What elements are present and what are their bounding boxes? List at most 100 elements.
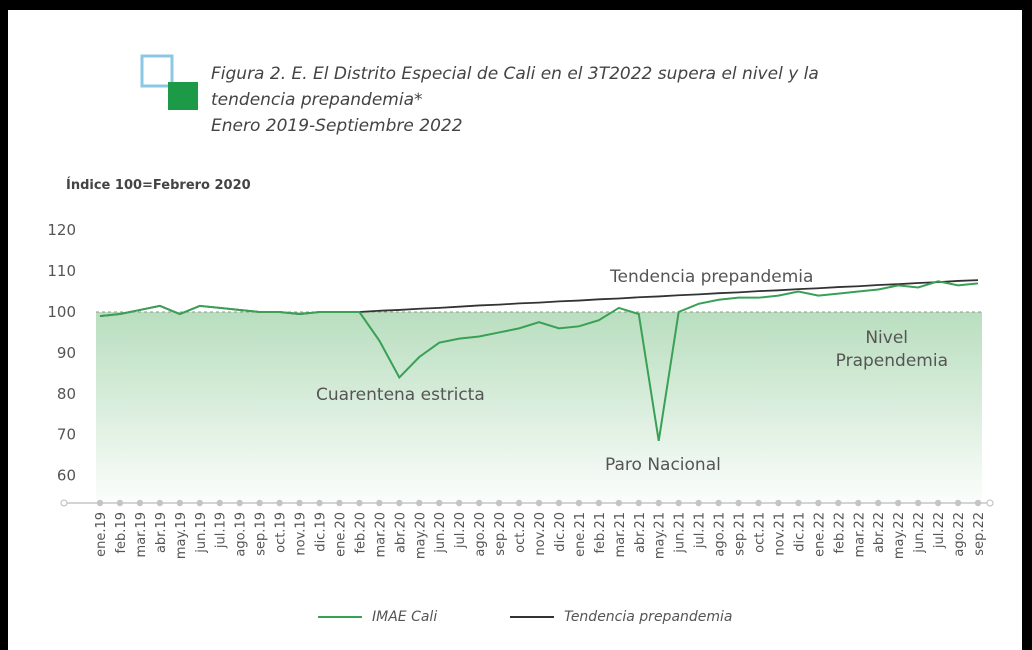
x-tick-dot [695,499,702,507]
x-tick-label: may.19 [174,512,189,559]
x-tick-label: sep.19 [254,512,269,556]
y-tick-label: 60 [57,467,76,485]
figure-subtitle: Enero 2019-Septiembre 2022 [211,116,463,136]
x-tick-label: jun.20 [433,512,448,554]
x-tick-label: ago.22 [952,512,967,557]
figure-title-line2: tendencia prepandemia* [211,90,423,110]
x-tick-label: jul.21 [693,512,708,549]
x-tick-dot [974,499,982,507]
x-tick-label: sep.22 [972,512,987,556]
x-tick-label: may.22 [892,512,907,559]
x-tick-dot [276,499,283,507]
x-tick-label: mar.20 [373,512,388,557]
legend-imae: IMAE Cali [318,609,437,625]
x-tick-label: nov.21 [772,512,787,556]
x-tick-dot [914,499,922,507]
x-tick-dot [595,499,603,507]
x-tick-dot [176,499,184,507]
index-label: Índice 100=Febrero 2020 [66,178,251,193]
x-tick-dot [635,499,642,507]
x-tick-label: ene.20 [333,512,348,557]
x-axis-end-marker [986,499,994,507]
series-line-trend [99,279,979,317]
x-tick-label: jul.20 [453,512,468,549]
legend-trend: Tendencia prepandemia [510,609,733,625]
x-tick-label: dic.20 [553,512,568,552]
x-tick-label: feb.20 [353,512,368,554]
x-tick-label: jul.19 [214,512,229,549]
x-tick-dot [715,499,722,507]
y-tick-label: 80 [57,385,76,403]
x-tick-label: sep.21 [733,512,748,556]
x-tick-dot [196,499,203,507]
x-tick-dot [256,499,263,507]
x-tick-label: jun.22 [912,512,927,554]
x-tick-label: oct.19 [274,512,289,553]
x-tick-dot [934,499,942,507]
x-tick-dot [735,499,742,507]
x-tick-dot [535,499,543,507]
legend-trend-swatch [510,616,554,618]
x-tick-dot [96,499,104,507]
x-tick-dot [236,499,243,507]
x-tick-dot [396,499,403,507]
x-tick-label: oct.20 [513,512,528,553]
x-tick-dot [835,499,842,507]
x-tick-label: dic.21 [792,512,807,552]
y-tick-label: 110 [47,262,76,280]
x-tick-dot [116,499,124,507]
x-tick-dot [795,499,802,507]
x-tick-label: nov.19 [294,512,309,556]
x-tick-dot [356,499,363,507]
x-tick-label: oct.21 [753,512,768,553]
x-tick-dot [954,499,962,507]
annotation-level-line1: Nivel [865,328,908,348]
x-tick-dot [376,499,383,507]
x-tick-label: jun.21 [673,512,688,554]
x-tick-dot [775,499,782,507]
y-tick-label: 90 [57,344,76,362]
chart-svg: 60 70 80 90 100 110 120 ene.19 feb.19 mar.19 abr.… [47,221,994,559]
x-tick-label: abr.20 [393,512,408,553]
legend-imae-label: IMAE Cali [372,609,438,625]
x-tick-dot [755,499,762,507]
x-tick-dot [555,499,563,507]
x-tick-dot [436,499,443,507]
x-tick-dot [515,499,523,507]
x-axis-start-marker [60,499,68,507]
x-tick-dot [894,499,902,507]
legend-imae-swatch [318,616,362,618]
x-tick-label: mar.21 [613,512,628,557]
x-tick-dot [875,499,882,507]
x-tick-label: dic.19 [314,512,329,552]
x-tick-dot [455,499,463,507]
figure-logo-icon [140,54,198,110]
annotation-strike: Paro Nacional [605,455,721,475]
x-tick-label: abr.21 [633,512,648,553]
x-tick-label: jul.22 [932,512,947,549]
series-line-imae [99,280,979,441]
x-tick-label: sep.20 [493,512,508,556]
x-tick-label: may.21 [653,512,668,559]
x-tick-label: ene.19 [94,512,109,557]
x-tick-label: ago.19 [234,512,249,557]
x-tick-dot [336,499,343,507]
x-tick-dot [136,499,144,507]
annotation-trend: Tendencia prepandemia [609,267,813,287]
x-tick-label: feb.22 [832,512,847,554]
x-tick-label: jun.19 [194,512,209,554]
x-tick-label: ago.21 [713,512,728,557]
x-tick-label: feb.19 [114,512,129,554]
x-tick-label: abr.22 [872,512,887,553]
x-tick-dot [675,499,682,507]
x-tick-dot [855,499,862,507]
annotation-quarantine: Cuarentena estricta [316,385,485,405]
x-tick-label: mar.19 [134,512,149,557]
x-tick-label: ene.22 [812,512,827,557]
logo-blue-square [140,54,174,88]
x-tick-dot [316,499,323,507]
x-tick-label: abr.19 [154,512,169,553]
x-tick-dot [475,499,483,507]
x-tick-dot [815,499,822,507]
x-tick-dot [655,499,662,507]
